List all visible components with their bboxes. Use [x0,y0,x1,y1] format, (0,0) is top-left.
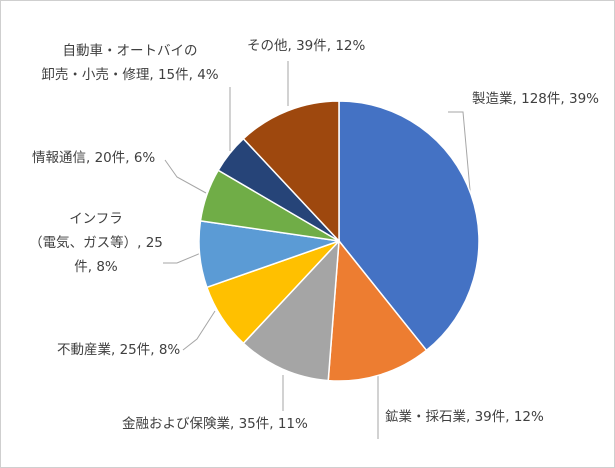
leader-real-estate [182,310,216,351]
label-slice-mining: 鉱業・採石業, 39件, 12% [385,409,544,425]
label-slice-manufacturing: 製造業, 128件, 39% [472,91,599,107]
label-slice-infrastructure: インフラ （電気、ガス等）, 25 件, 8% [29,211,163,275]
leader-infrastructure [163,252,202,264]
leader-manufacturing [448,111,472,202]
leader-telecom [164,159,207,194]
slice-mining [327,239,428,382]
label-slice-other: その他, 39件, 12% [247,38,366,54]
slice-other [242,100,340,243]
label-slice-telecom: 情報通信, 20件, 6% [32,150,156,166]
label-slice-auto-retail-repair: 自動車・オートバイの 卸売・小売・修理, 15件, 4% [41,43,219,83]
slice-manufacturing [338,100,480,352]
label-slice-finance-insurance: 金融および保険業, 35件, 11% [122,416,308,432]
label-slice-real-estate: 不動産業, 25件, 8% [57,342,181,358]
slice-finance-insurance [242,238,340,382]
